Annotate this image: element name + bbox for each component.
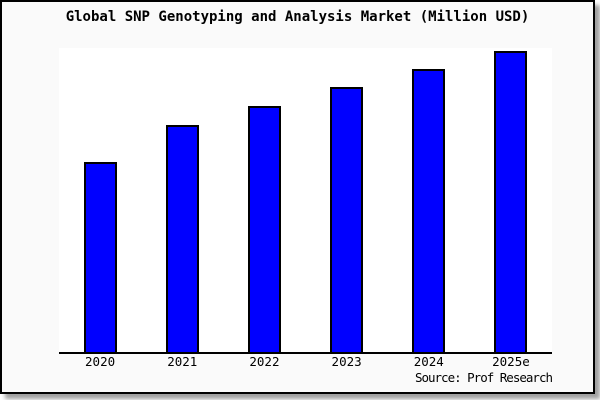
bar-2025e	[494, 51, 528, 352]
bar-slot-2021	[141, 48, 223, 352]
plot-area	[59, 48, 552, 354]
x-tick-label-2022: 2022	[249, 354, 280, 369]
x-tick-label-2024: 2024	[413, 354, 444, 369]
bar-2024	[412, 69, 446, 352]
x-axis-labels: 2020 2021 2022 2023 2024 2025e	[59, 355, 552, 369]
bar-slot-2022	[223, 48, 305, 352]
bar-2020	[83, 162, 117, 352]
source-credit: Source: Prof Research	[414, 370, 553, 385]
bar-slot-2025e	[470, 48, 552, 352]
x-tick-label-2025e: 2025e	[492, 354, 530, 369]
x-tick-label-2020: 2020	[85, 354, 116, 369]
bar-2021	[165, 125, 199, 352]
bar-slot-2024	[388, 48, 470, 352]
x-tick-label-2021: 2021	[167, 354, 198, 369]
chart-frame: Global SNP Genotyping and Analysis Marke…	[0, 0, 595, 394]
bar-slot-2020	[59, 48, 141, 352]
bar-slot-2023	[306, 48, 388, 352]
bars-container	[59, 48, 552, 352]
x-tick-label-2023: 2023	[331, 354, 362, 369]
bar-2022	[247, 106, 281, 352]
bar-2023	[330, 87, 364, 352]
chart-title: Global SNP Genotyping and Analysis Marke…	[65, 9, 530, 25]
